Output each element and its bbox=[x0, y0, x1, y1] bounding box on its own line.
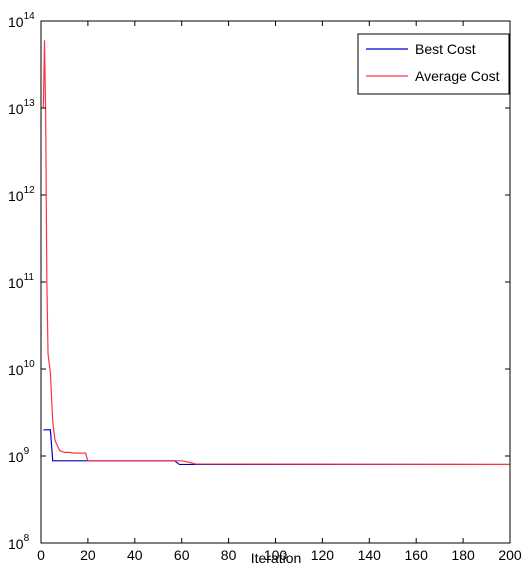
x-tick-label: 160 bbox=[405, 547, 429, 563]
legend: Best Cost Average Cost bbox=[357, 33, 510, 95]
x-tick-label: 60 bbox=[174, 547, 190, 563]
x-tick-label: 120 bbox=[311, 547, 335, 563]
y-tick-label: 1013 bbox=[8, 98, 35, 117]
legend-label: Average Cost bbox=[415, 68, 500, 84]
y-tick-label: 1012 bbox=[8, 185, 35, 204]
y-tick-label: 1010 bbox=[8, 359, 35, 378]
plot-area bbox=[41, 21, 510, 543]
legend-box bbox=[357, 33, 510, 95]
series-layer bbox=[42, 40, 511, 466]
x-tick-label: 0 bbox=[37, 547, 45, 563]
x-tick-label: 100 bbox=[264, 547, 288, 563]
x-tick-label: 140 bbox=[358, 547, 382, 563]
x-tick-label: 180 bbox=[451, 547, 475, 563]
y-tick-labels: 108 109 1010 1011 1012 1013 1014 bbox=[8, 11, 35, 552]
x-axis-label: Iteration bbox=[251, 550, 302, 566]
x-tick-label: 40 bbox=[127, 547, 143, 563]
x-tick-label: 80 bbox=[221, 547, 237, 563]
y-tick-label: 1011 bbox=[8, 272, 34, 291]
y-tick-label: 1014 bbox=[8, 11, 35, 30]
y-tick-label: 109 bbox=[8, 446, 30, 465]
ticks-layer bbox=[40, 20, 511, 544]
x-tick-label: 20 bbox=[80, 547, 96, 563]
x-tick-label: 200 bbox=[498, 547, 522, 563]
x-tick-labels: 0 20 40 60 80 100 120 140 160 180 200 bbox=[37, 547, 522, 563]
series-line-1 bbox=[42, 40, 511, 466]
y-tick-label: 108 bbox=[8, 533, 30, 552]
legend-label: Best Cost bbox=[415, 41, 476, 57]
